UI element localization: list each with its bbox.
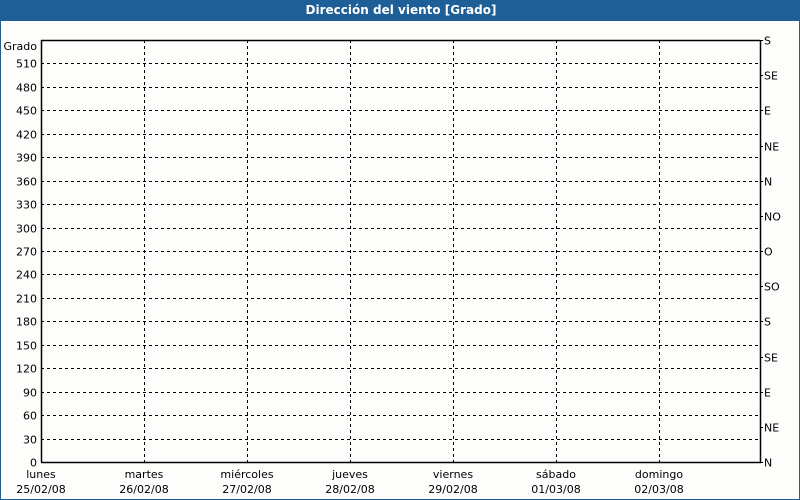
y-tick-label: 210 bbox=[16, 293, 37, 306]
y-tick-label: 150 bbox=[16, 340, 37, 353]
chart-title: Dirección del viento [Grado] bbox=[1, 0, 800, 21]
x-tick-date: 29/02/08 bbox=[428, 483, 477, 496]
right-axis-label: N bbox=[764, 457, 772, 470]
x-tick-day: lunes bbox=[26, 468, 56, 481]
y-tick-label: 480 bbox=[16, 82, 37, 95]
y-tick-label: 360 bbox=[16, 176, 37, 189]
x-tick-date: 26/02/08 bbox=[119, 483, 168, 496]
y-tick-label: 420 bbox=[16, 129, 37, 142]
right-axis-label: E bbox=[764, 387, 771, 400]
y-tick-label: 300 bbox=[16, 223, 37, 236]
y-tick-label: 60 bbox=[23, 410, 37, 423]
x-tick-date: 01/03/08 bbox=[531, 483, 580, 496]
y-tick-label: 510 bbox=[16, 58, 37, 71]
x-tick-date: 27/02/08 bbox=[222, 483, 271, 496]
right-axis-label: NE bbox=[764, 141, 779, 154]
y-tick-label: 30 bbox=[23, 434, 37, 447]
right-axis-label: SE bbox=[764, 352, 778, 365]
x-tick-day: domingo bbox=[635, 468, 683, 481]
y-tick-label: 390 bbox=[16, 152, 37, 165]
y-tick-label: 180 bbox=[16, 316, 37, 329]
x-tick-day: viernes bbox=[433, 468, 473, 481]
x-tick-day: sábado bbox=[536, 468, 576, 481]
x-tick-day: jueves bbox=[331, 468, 368, 481]
right-axis-label: S bbox=[764, 316, 771, 329]
x-tick-date: 02/03/08 bbox=[634, 483, 683, 496]
y-tick-label: 240 bbox=[16, 269, 37, 282]
y-tick-label: 120 bbox=[16, 363, 37, 376]
x-tick-date: 28/02/08 bbox=[325, 483, 374, 496]
y-tick-label: 450 bbox=[16, 105, 37, 118]
y-tick-label: 270 bbox=[16, 246, 37, 259]
y-tick-label: 0 bbox=[30, 457, 37, 470]
right-axis-label: SO bbox=[764, 281, 780, 294]
y-tick-label: 330 bbox=[16, 199, 37, 212]
y-axis-label: Grado bbox=[4, 40, 38, 53]
right-axis-label: NO bbox=[764, 211, 781, 224]
x-tick-day: martes bbox=[125, 468, 164, 481]
right-axis-label: NE bbox=[764, 422, 779, 435]
right-axis-label: O bbox=[764, 246, 773, 259]
x-tick-day: miércoles bbox=[220, 468, 273, 481]
right-axis-label: E bbox=[764, 105, 771, 118]
right-axis-label: S bbox=[764, 35, 771, 48]
x-tick-date: 25/02/08 bbox=[16, 483, 65, 496]
y-tick-label: 90 bbox=[23, 387, 37, 400]
right-axis-label: SE bbox=[764, 70, 778, 83]
right-axis-label: N bbox=[764, 176, 772, 189]
